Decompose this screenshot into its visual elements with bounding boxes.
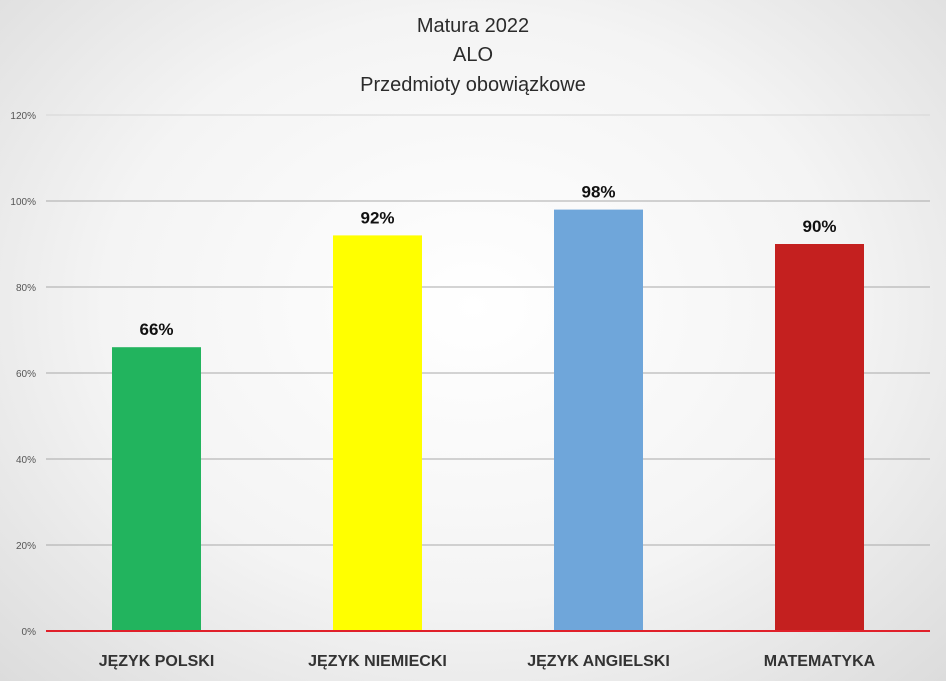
y-tick-label: 80% — [16, 283, 36, 294]
data-label: 92% — [360, 208, 394, 227]
data-label: 90% — [802, 217, 836, 236]
y-tick-label: 20% — [16, 541, 36, 552]
y-tick-label: 0% — [22, 627, 37, 638]
y-tick-label: 120% — [10, 111, 36, 122]
chart-title-line-2: ALO — [453, 44, 493, 66]
bars — [112, 210, 864, 631]
data-label: 98% — [581, 183, 615, 202]
data-label: 66% — [139, 320, 173, 339]
x-category-label: JĘZYK POLSKI — [99, 653, 215, 670]
chart-title: Matura 2022 ALO Przedmioty obowiązkowe — [360, 15, 586, 96]
x-category-label: JĘZYK NIEMIECKI — [308, 653, 447, 670]
bar — [554, 210, 643, 631]
y-tick-label: 100% — [10, 197, 36, 208]
bar — [112, 347, 201, 631]
data-labels: 66% 92% 98% 90% — [139, 183, 836, 340]
y-tick-label: 60% — [16, 369, 36, 380]
bar — [333, 235, 422, 631]
y-tick-label: 40% — [16, 455, 36, 466]
bar — [775, 244, 864, 631]
chart-title-line-3: Przedmioty obowiązkowe — [360, 74, 586, 96]
y-axis-tick-labels: 0% 20% 40% 60% 80% 100% 120% — [10, 111, 36, 638]
chart-title-line-1: Matura 2022 — [417, 15, 529, 37]
x-category-label: JĘZYK ANGIELSKI — [527, 653, 670, 670]
x-axis-category-labels: JĘZYK POLSKI JĘZYK NIEMIECKI JĘZYK ANGIELS… — [99, 653, 876, 670]
x-category-label: MATEMATYKA — [764, 653, 876, 670]
